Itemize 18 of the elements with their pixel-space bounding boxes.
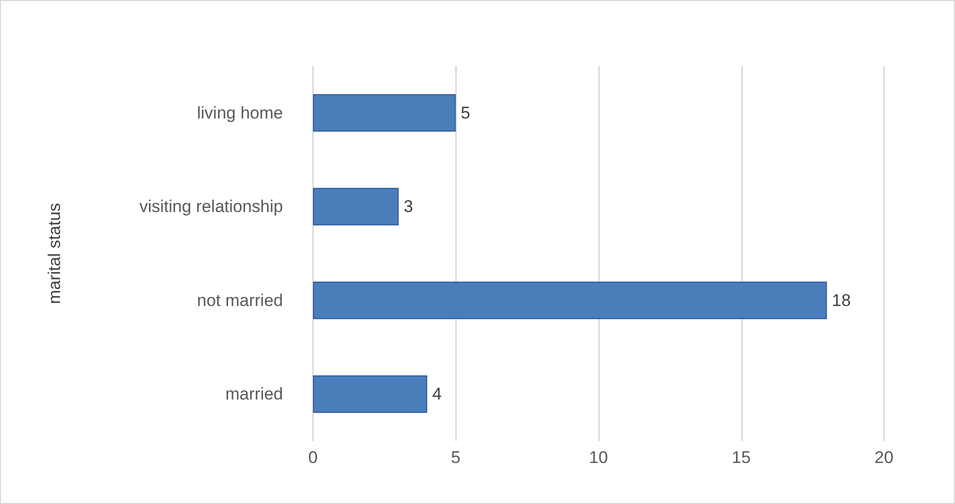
data-label: 3 (404, 197, 414, 216)
x-tick-label: 10 (589, 448, 608, 467)
y-axis-title: marital status (45, 202, 64, 304)
x-tick-label: 0 (308, 448, 318, 467)
bar (313, 94, 456, 132)
bar (313, 375, 428, 413)
x-tick-label: 15 (732, 448, 751, 467)
y-tick-label: not married (197, 290, 283, 310)
bar (313, 188, 399, 226)
data-label: 5 (460, 103, 470, 122)
y-tick-label: visiting relationship (139, 197, 283, 216)
x-tick-label: 5 (451, 448, 460, 467)
x-tick-label: 20 (874, 448, 894, 467)
y-tick-label: married (225, 384, 283, 404)
data-label: 4 (432, 384, 442, 404)
data-label: 18 (832, 290, 851, 310)
bar (313, 282, 827, 320)
y-tick-label: living home (197, 103, 283, 122)
